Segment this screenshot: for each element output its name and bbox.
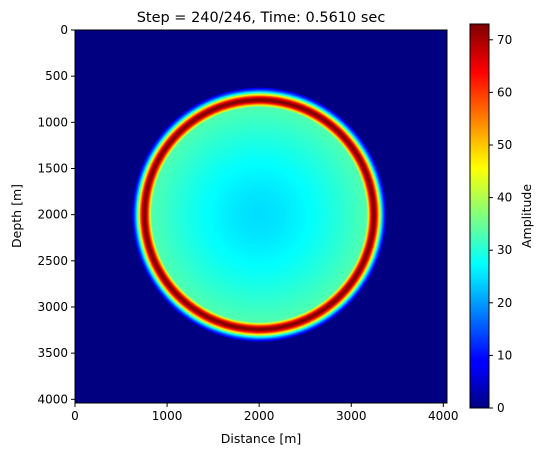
colorbar-tick-label: 40 [497,191,512,205]
y-axis: 0 500 1000 1500 2000 2500 3000 3500 4000 [37,23,75,406]
colorbar-label: Amplitude [519,184,534,248]
y-tick-label: 3500 [37,346,68,360]
y-tick-label: 2500 [37,254,68,268]
y-tick-label: 2000 [37,208,68,222]
x-tick-label: 3000 [336,409,367,423]
x-tick-label: 4000 [428,409,459,423]
colorbar-ticks: 0 10 20 30 40 50 60 70 [489,33,512,415]
y-axis-label: Depth [m] [9,184,24,248]
colorbar-tick-label: 70 [497,33,512,47]
colorbar-tick-label: 0 [497,401,505,415]
y-tick-label: 4000 [37,392,68,406]
x-tick-label: 0 [71,409,79,423]
colorbar-tick-label: 20 [497,296,512,310]
x-axis: 0 1000 2000 3000 4000 [71,403,459,423]
colorbar-gradient [470,24,489,408]
colorbar-tick-label: 30 [497,243,512,257]
x-tick-label: 2000 [244,409,275,423]
y-tick-label: 1000 [37,115,68,129]
wavefield-contour [258,213,261,216]
x-axis-label: Distance [m] [221,431,302,446]
y-tick-label: 0 [60,23,68,37]
colorbar-frame [469,23,490,409]
colorbar: 0 10 20 30 40 50 60 70 Amplitude [469,23,534,415]
plot-frame [74,29,448,404]
colorbar-tick-label: 50 [497,138,512,152]
y-tick-label: 1500 [37,161,68,175]
y-tick-label: 500 [45,69,68,83]
heatmap-plot [74,29,448,404]
colorbar-tick-label: 60 [497,85,512,99]
chart-title: Step = 240/246, Time: 0.5610 sec [137,10,386,26]
x-tick-label: 1000 [152,409,183,423]
colorbar-tick-label: 10 [497,348,512,362]
y-tick-label: 3000 [37,300,68,314]
